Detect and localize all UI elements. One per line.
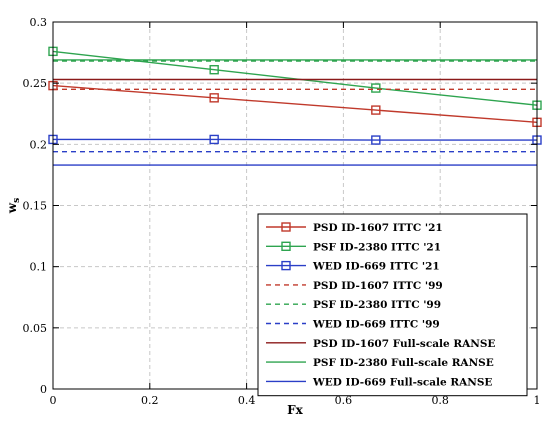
x-tick-label: 0 <box>50 394 57 407</box>
series-line-0 <box>52 84 538 123</box>
y-axis-label-subscript: s <box>12 198 22 203</box>
legend-label: WED ID-669 ITTC '99 <box>312 319 440 331</box>
series-0-marker <box>371 105 381 115</box>
x-tick-label: 0.8 <box>431 394 449 407</box>
series-line-2 <box>53 138 537 141</box>
legend-label: PSD ID-1607 ITTC '99 <box>313 280 443 292</box>
legend-swatch-marker <box>281 241 291 252</box>
series-0-marker <box>209 93 219 103</box>
legend-label: PSF ID-2380 ITTC '21 <box>313 241 441 253</box>
y-axis-label-main: w <box>5 202 19 214</box>
y-tick-label: 0.2 <box>30 138 48 151</box>
legend-swatch-marker <box>281 260 291 271</box>
y-tick-label: 0.05 <box>23 322 48 335</box>
y-axis-ticks: 0 0.05 0.1 0.15 0.2 0.25 0.3 <box>23 16 537 396</box>
legend-label: PSF ID-2380 Full-scale RANSE <box>313 357 494 369</box>
series-2-marker <box>371 135 381 145</box>
legend-swatch-marker <box>281 222 291 232</box>
x-tick-label: 1 <box>534 394 541 407</box>
x-axis-label: Fx <box>287 403 304 417</box>
x-tick-label: 0.4 <box>238 394 256 407</box>
y-tick-label: 0.3 <box>30 16 48 29</box>
series-1-marker <box>371 83 381 93</box>
legend-label: PSD ID-1607 Full-scale RANSE <box>313 338 495 350</box>
legend: PSD ID-1607 ITTC '21 PSF ID-2380 ITTC '21… <box>257 213 528 397</box>
y-tick-label: 0.15 <box>23 200 48 213</box>
legend-label: WED ID-669 Full-scale RANSE <box>312 376 492 388</box>
x-tick-label: 0.2 <box>141 394 159 407</box>
legend-label: PSF ID-2380 ITTC '99 <box>313 299 441 311</box>
y-tick-label: 0.1 <box>30 261 48 274</box>
y-tick-label: 0.25 <box>23 77 48 90</box>
legend-label: PSD ID-1607 ITTC '21 <box>313 222 443 234</box>
legend-label: WED ID-669 ITTC '21 <box>312 261 440 273</box>
y-axis-label-group: ws <box>5 198 22 214</box>
plot-series <box>48 46 542 166</box>
y-axis-label: ws <box>5 198 22 214</box>
series-1-marker <box>209 65 219 75</box>
x-tick-label: 0.6 <box>335 394 353 407</box>
series-2-marker <box>209 134 219 145</box>
y-tick-label: 0 <box>40 383 47 396</box>
